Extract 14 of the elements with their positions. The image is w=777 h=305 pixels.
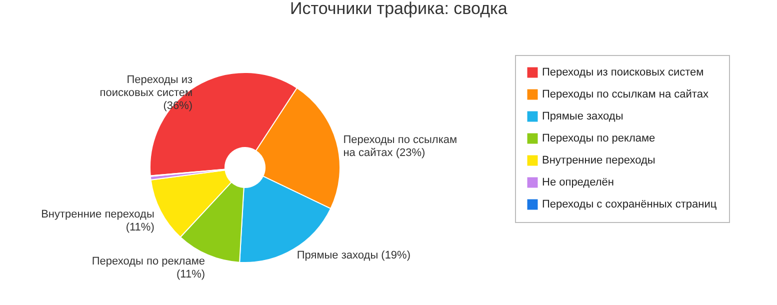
legend-label: Переходы с сохранённых страниц	[542, 198, 718, 210]
legend-label: Не определён	[542, 176, 614, 188]
legend-label: Переходы по ссылкам на сайтах	[542, 88, 709, 100]
legend-label: Внутренние переходы	[542, 154, 656, 166]
chart-title: Источники трафика: сводка	[290, 0, 508, 18]
data-label: (11%)	[126, 221, 154, 234]
slice-label: Внутренние переходы	[41, 208, 154, 220]
data-label: (11%)	[176, 268, 206, 280]
legend-label: Переходы из поисковых систем	[542, 66, 704, 78]
slice-label: Переходы по рекламе	[92, 255, 206, 268]
legend-label: Прямые заходы	[542, 110, 624, 122]
category-label: Прямые заходы (19%)	[296, 249, 410, 262]
category-label: Переходы по ссылкам на сайтах (23%)	[343, 134, 458, 160]
legend-label: Переходы по рекламе	[542, 132, 656, 144]
